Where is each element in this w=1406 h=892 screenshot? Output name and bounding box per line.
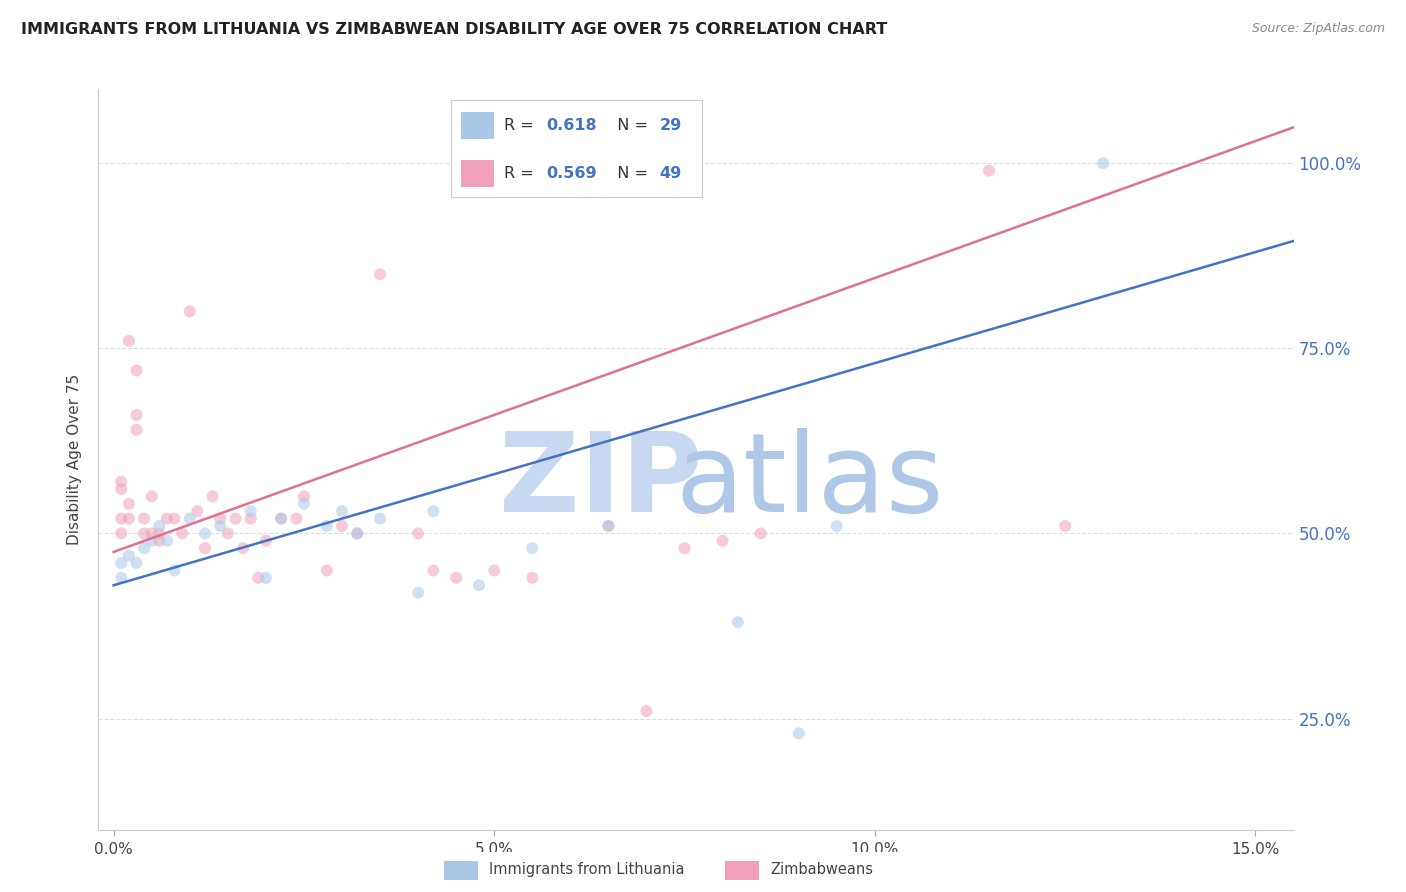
Point [172, 526, 194, 541]
Point [194, 541, 217, 556]
Point [217, 526, 239, 541]
Point [224, 511, 246, 525]
Point [270, 511, 292, 525]
Point [110, 556, 132, 570]
Point [141, 533, 163, 548]
Point [422, 564, 444, 578]
Point [125, 556, 148, 570]
Point [239, 504, 262, 518]
Point [368, 268, 391, 282]
Point [292, 497, 315, 511]
Point [141, 526, 163, 541]
Point [118, 497, 141, 511]
Point [209, 519, 232, 533]
Point [148, 526, 170, 541]
Text: Immigrants from Lithuania: Immigrants from Lithuania [489, 863, 685, 877]
Point [825, 519, 848, 533]
Point [444, 571, 467, 585]
Point [201, 489, 224, 503]
Point [132, 511, 155, 525]
Point [673, 541, 696, 556]
Point [406, 585, 429, 599]
Point [118, 511, 141, 525]
Point [125, 363, 148, 377]
Text: Zimbabweans: Zimbabweans [770, 863, 873, 877]
Point [156, 511, 179, 525]
Point [292, 489, 315, 503]
Point [110, 526, 132, 541]
Point [368, 511, 391, 525]
Point [330, 504, 353, 518]
Point [598, 519, 620, 533]
Point [179, 304, 201, 318]
Text: Source: ZipAtlas.com: Source: ZipAtlas.com [1251, 22, 1385, 36]
Point [749, 526, 772, 541]
Point [179, 511, 201, 525]
Point [285, 511, 308, 525]
Point [118, 334, 141, 348]
Point [522, 541, 544, 556]
Point [254, 533, 277, 548]
Point [422, 504, 444, 518]
Point [132, 526, 155, 541]
Point [156, 533, 179, 548]
Point [315, 564, 337, 578]
Point [247, 571, 270, 585]
Text: ZIP: ZIP [499, 428, 702, 535]
Point [186, 504, 208, 518]
Point [346, 526, 368, 541]
Point [110, 482, 132, 496]
Point [468, 578, 491, 592]
Point [330, 519, 353, 533]
Bar [725, 861, 759, 880]
Point [232, 541, 254, 556]
Point [239, 511, 262, 525]
Point [141, 489, 163, 503]
Point [110, 511, 132, 525]
Point [1092, 156, 1115, 170]
Point [110, 475, 132, 489]
Point [522, 571, 544, 585]
Point [315, 519, 337, 533]
Point [163, 564, 186, 578]
Point [711, 533, 734, 548]
Point [254, 571, 277, 585]
Point [727, 615, 749, 630]
Point [977, 163, 1000, 178]
Text: atlas: atlas [675, 428, 943, 535]
Point [132, 541, 155, 556]
Point [125, 408, 148, 422]
Point [484, 564, 506, 578]
Point [346, 526, 368, 541]
Point [110, 571, 132, 585]
Point [118, 549, 141, 563]
Point [125, 423, 148, 437]
Y-axis label: Disability Age Over 75: Disability Age Over 75 [67, 374, 83, 545]
Bar [444, 861, 478, 880]
Point [194, 526, 217, 541]
Point [163, 511, 186, 525]
Point [598, 519, 620, 533]
Point [270, 511, 292, 525]
Text: IMMIGRANTS FROM LITHUANIA VS ZIMBABWEAN DISABILITY AGE OVER 75 CORRELATION CHART: IMMIGRANTS FROM LITHUANIA VS ZIMBABWEAN … [21, 22, 887, 37]
Point [148, 533, 170, 548]
Point [1054, 519, 1077, 533]
Point [209, 511, 232, 525]
Point [636, 704, 658, 718]
Point [787, 726, 810, 740]
Point [406, 526, 429, 541]
Point [148, 519, 170, 533]
